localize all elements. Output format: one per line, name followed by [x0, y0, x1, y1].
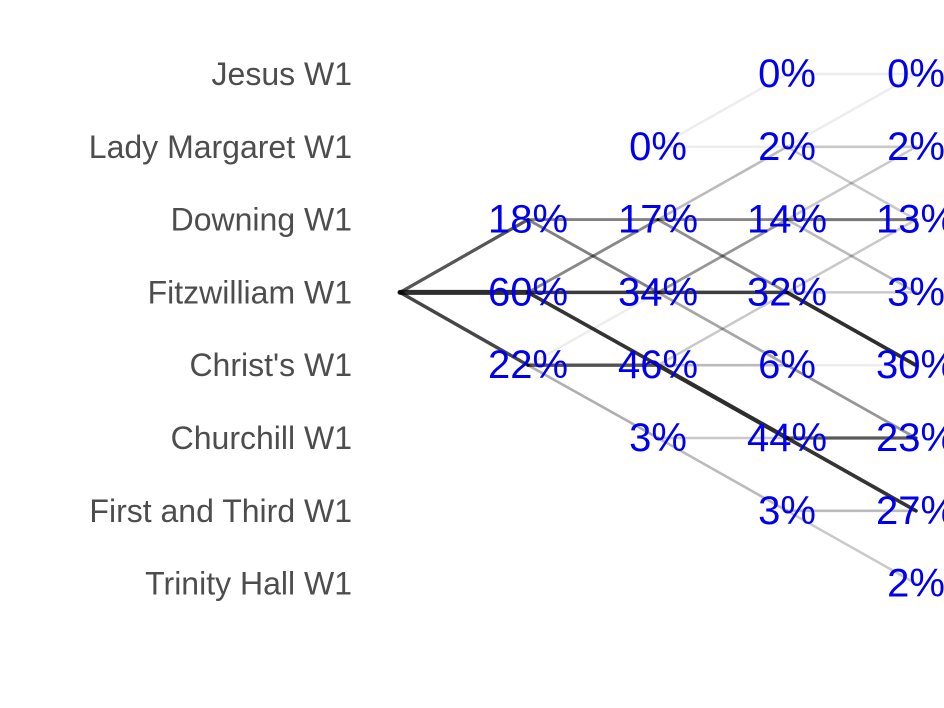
transition-line-8	[526, 291, 660, 367]
percentage-label: 0%	[887, 52, 944, 96]
transition-line-28	[785, 145, 918, 221]
row-label: Jesus W1	[212, 56, 352, 92]
transition-lines	[397, 72, 918, 585]
transition-line-0	[398, 217, 530, 295]
percentage-label: 2%	[758, 125, 816, 169]
transition-line-2	[398, 290, 530, 367]
percentage-label: 3%	[887, 270, 944, 314]
row-label: Fitzwilliam W1	[148, 274, 352, 310]
transition-line-21	[655, 363, 790, 441]
row-labels: Jesus W1 Lady Margaret W1 Downing W1 Fitzwi…	[89, 56, 352, 602]
percentage-label: 2%	[887, 125, 944, 169]
percentage-label: 13%	[876, 198, 944, 242]
percentage-label: 3%	[758, 489, 816, 533]
transition-line-39	[785, 509, 918, 585]
percentage-label: 34%	[618, 270, 698, 314]
percentage-label: 3%	[629, 416, 687, 460]
transition-line-11	[656, 72, 789, 149]
transition-line-10	[526, 363, 660, 440]
transition-line-31	[785, 218, 918, 294]
transition-line-5	[526, 218, 660, 294]
percentage-label: 32%	[747, 270, 827, 314]
row-label: First and Third W1	[89, 493, 352, 529]
percentage-label: 14%	[747, 198, 827, 242]
transition-line-18	[656, 291, 789, 367]
percentage-labels: 18% 60% 22% 0% 17% 34% 46% 3% 0% 2% 14% 32% 6% 44% 3% 0…	[488, 52, 944, 606]
transition-line-4	[526, 218, 660, 294]
percentage-label: 44%	[747, 416, 827, 460]
row-label: Churchill W1	[171, 420, 352, 456]
percentage-label: 30%	[876, 343, 944, 387]
percentage-label: 46%	[618, 343, 698, 387]
transition-line-37	[785, 436, 918, 513]
transition-line-33	[785, 290, 918, 368]
transition-line-15	[656, 218, 789, 294]
row-label: Christ's W1	[189, 347, 352, 383]
transition-line-19	[656, 291, 789, 367]
percentage-label: 60%	[488, 270, 568, 314]
transition-line-25	[785, 72, 918, 149]
transition-line-7	[526, 290, 660, 368]
percentage-label: 22%	[488, 343, 568, 387]
transition-line-16	[656, 218, 789, 294]
transition-line-23	[656, 436, 789, 513]
percentage-label: 17%	[618, 198, 698, 242]
percentage-label: 23%	[876, 416, 944, 460]
percentage-label: 0%	[758, 52, 816, 96]
percentage-label: 2%	[887, 562, 944, 606]
row-label: Downing W1	[171, 202, 352, 238]
transition-line-30	[785, 218, 918, 294]
percentage-label: 18%	[488, 198, 568, 242]
percentage-label: 27%	[876, 489, 944, 533]
percentage-label: 0%	[629, 125, 687, 169]
row-label: Trinity Hall W1	[145, 566, 352, 602]
percentage-label: 6%	[758, 343, 816, 387]
transition-line-27	[785, 145, 918, 221]
row-label: Lady Margaret W1	[89, 129, 352, 165]
transition-line-35	[785, 363, 918, 440]
transition-line-13	[656, 145, 789, 221]
